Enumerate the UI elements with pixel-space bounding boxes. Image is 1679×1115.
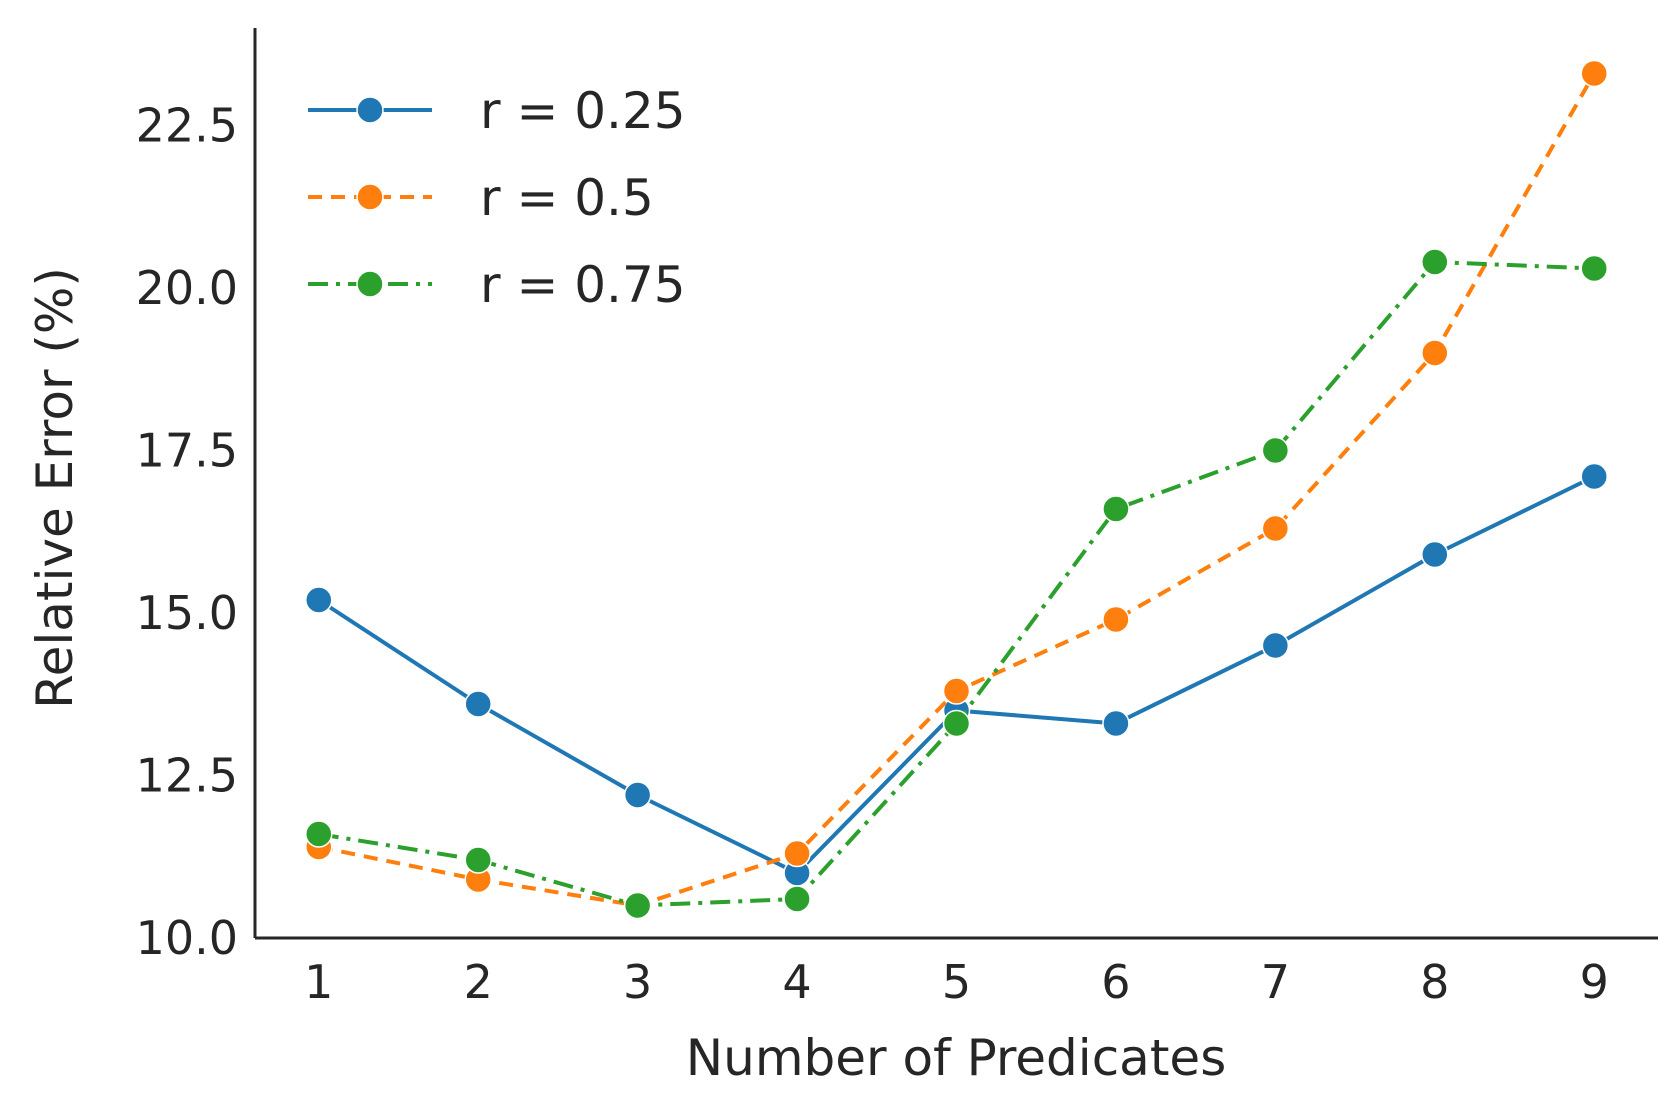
data-point — [1580, 254, 1608, 283]
series-1 — [305, 462, 1608, 887]
data-point — [1421, 540, 1449, 569]
data-point — [1261, 436, 1290, 465]
data-point — [305, 820, 333, 848]
data-point — [783, 885, 811, 913]
x-tick-label: 8 — [1420, 955, 1449, 1009]
x-tick-labels: 1 2 3 4 5 6 7 8 9 — [304, 955, 1609, 1009]
data-point — [1102, 495, 1130, 523]
data-point — [1421, 248, 1449, 276]
x-tick-label: 7 — [1261, 955, 1290, 1009]
data-point — [1261, 514, 1290, 543]
plot-area — [305, 59, 1608, 920]
y-tick-label: 20.0 — [136, 261, 238, 315]
data-point — [942, 709, 971, 738]
data-point — [1580, 59, 1608, 88]
data-point — [305, 586, 333, 614]
x-tick-label: 3 — [623, 955, 652, 1009]
data-point — [1102, 709, 1130, 738]
legend-label: r = 0.5 — [480, 169, 654, 227]
data-point — [464, 846, 492, 874]
legend-marker — [356, 183, 384, 211]
data-point — [623, 781, 652, 809]
data-point — [464, 690, 492, 718]
y-tick-label: 12.5 — [136, 749, 238, 803]
legend: r = 0.25 r = 0.5 r = 0.75 — [308, 82, 686, 314]
x-tick-label: 2 — [464, 955, 493, 1009]
series-line — [317, 474, 1596, 875]
axes — [253, 28, 1658, 940]
y-axis-label: Relative Error (%) — [26, 267, 84, 709]
legend-item: r = 0.75 — [308, 256, 686, 314]
data-point — [1102, 605, 1130, 634]
series-line — [318, 260, 1595, 908]
legend-item: r = 0.25 — [308, 82, 686, 140]
series-3 — [305, 248, 1608, 920]
data-point — [1261, 631, 1290, 660]
y-tick-label: 17.5 — [136, 424, 238, 478]
data-point — [623, 891, 652, 920]
legend-item: r = 0.5 — [308, 169, 654, 227]
y-tick-label: 10.0 — [136, 911, 238, 965]
data-point — [1421, 339, 1449, 367]
x-tick-label: 5 — [942, 955, 971, 1009]
y-tick-label: 22.5 — [136, 99, 238, 153]
x-axis-label: Number of Predicates — [686, 1029, 1227, 1087]
legend-marker — [356, 270, 384, 298]
y-tick-label: 15.0 — [136, 586, 238, 640]
data-point — [942, 677, 971, 705]
x-tick-label: 1 — [304, 955, 333, 1009]
x-tick-label: 4 — [782, 955, 811, 1009]
y-tick-labels: 10.0 12.5 15.0 17.5 20.0 22.5 — [136, 99, 238, 966]
data-point — [1580, 462, 1608, 491]
x-tick-label: 9 — [1580, 955, 1609, 1009]
legend-label: r = 0.75 — [480, 256, 686, 314]
legend-marker — [356, 96, 384, 124]
data-point — [783, 839, 811, 868]
legend-label: r = 0.25 — [480, 82, 686, 140]
x-tick-label: 6 — [1101, 955, 1130, 1009]
